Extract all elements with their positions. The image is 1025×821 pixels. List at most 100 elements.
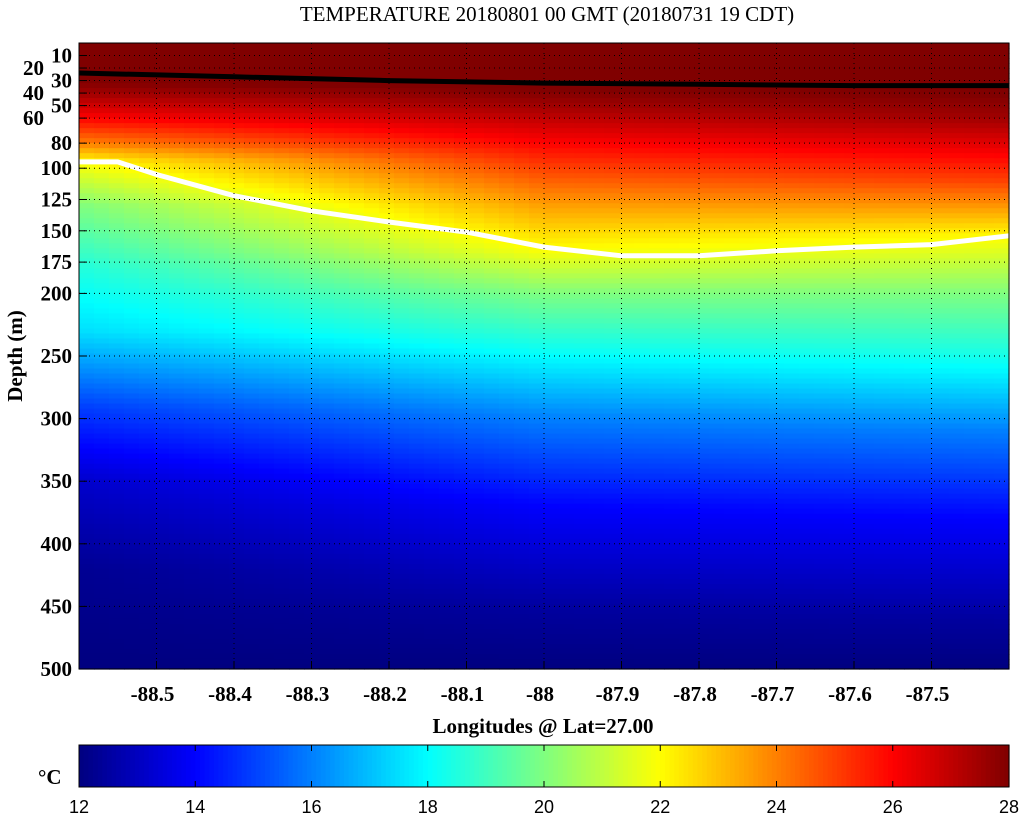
heatmap-cell xyxy=(244,148,260,154)
heatmap-cell xyxy=(244,58,260,64)
heatmap-cell xyxy=(79,308,95,315)
heatmap-cell xyxy=(589,513,605,520)
heatmap-cell xyxy=(79,653,95,660)
heatmap-cell xyxy=(634,273,650,279)
heatmap-cell xyxy=(334,503,350,510)
heatmap-cell xyxy=(379,238,395,244)
heatmap-cell xyxy=(214,123,230,129)
heatmap-cell xyxy=(499,653,515,660)
heatmap-cell xyxy=(619,93,635,99)
heatmap-cell xyxy=(94,278,110,284)
heatmap-cell xyxy=(409,558,425,565)
heatmap-cell xyxy=(409,503,425,510)
heatmap-cell xyxy=(349,583,365,590)
heatmap-cell xyxy=(454,503,470,510)
heatmap-cell xyxy=(664,503,680,510)
heatmap-cell xyxy=(484,263,500,269)
heatmap-cell xyxy=(649,73,665,79)
heatmap-cell xyxy=(79,393,95,400)
heatmap-cell xyxy=(184,438,200,445)
heatmap-cell xyxy=(604,153,620,159)
heatmap-cell xyxy=(139,553,155,560)
heatmap-cell xyxy=(604,458,620,465)
heatmap-cell xyxy=(589,553,605,560)
heatmap-cell xyxy=(559,343,575,350)
heatmap-cell xyxy=(589,653,605,660)
heatmap-cell xyxy=(304,113,320,119)
heatmap-cell xyxy=(79,458,95,465)
heatmap-cell xyxy=(589,148,605,154)
heatmap-cell xyxy=(289,538,305,545)
heatmap-cell xyxy=(349,113,365,119)
heatmap-cell xyxy=(544,173,560,179)
heatmap-cell xyxy=(619,398,635,405)
heatmap-cell xyxy=(244,108,260,114)
heatmap-cell xyxy=(634,233,650,239)
heatmap-cell xyxy=(259,163,275,169)
heatmap-cell xyxy=(409,58,425,64)
heatmap-cell xyxy=(139,408,155,415)
heatmap-cell xyxy=(529,88,545,94)
heatmap-cell xyxy=(439,468,455,475)
heatmap-cell xyxy=(364,88,380,94)
heatmap-cell xyxy=(274,553,290,560)
heatmap-cell xyxy=(664,608,680,615)
heatmap-cell xyxy=(109,213,125,219)
heatmap-cell xyxy=(559,133,575,139)
heatmap-cell xyxy=(304,433,320,440)
heatmap-cell xyxy=(289,578,305,585)
heatmap-cell xyxy=(184,273,200,279)
heatmap-cell xyxy=(169,233,185,239)
heatmap-cell xyxy=(529,223,545,229)
heatmap-cell xyxy=(184,468,200,475)
heatmap-cell xyxy=(424,388,440,395)
heatmap-cell xyxy=(529,438,545,445)
heatmap-cell xyxy=(169,338,185,345)
heatmap-cell xyxy=(124,473,140,480)
heatmap-cell xyxy=(574,168,590,174)
heatmap-cell xyxy=(589,293,605,300)
heatmap-cell xyxy=(379,523,395,530)
heatmap-cell xyxy=(289,333,305,340)
heatmap-cell xyxy=(199,608,215,615)
heatmap-cell xyxy=(154,598,170,605)
heatmap-cell xyxy=(349,453,365,460)
heatmap-cell xyxy=(664,278,680,284)
heatmap-cell xyxy=(394,493,410,500)
heatmap-cell xyxy=(499,633,515,640)
heatmap-cell xyxy=(454,428,470,435)
heatmap-cell xyxy=(199,138,215,144)
heatmap-cell xyxy=(529,183,545,189)
heatmap-cell xyxy=(664,353,680,360)
heatmap-cell xyxy=(289,338,305,345)
heatmap-cell xyxy=(424,483,440,490)
heatmap-cell xyxy=(259,88,275,94)
heatmap-cell xyxy=(589,63,605,69)
heatmap-cell xyxy=(349,333,365,340)
heatmap-cell xyxy=(409,423,425,430)
heatmap-cell xyxy=(424,153,440,159)
heatmap-cell xyxy=(244,378,260,385)
heatmap-cell xyxy=(349,153,365,159)
heatmap-cell xyxy=(364,458,380,465)
heatmap-cell xyxy=(229,418,245,425)
heatmap-cell xyxy=(469,478,485,485)
heatmap-cell xyxy=(439,478,455,485)
heatmap-cell xyxy=(379,163,395,169)
heatmap-cell xyxy=(244,123,260,129)
heatmap-cell xyxy=(319,428,335,435)
heatmap-cell xyxy=(439,423,455,430)
heatmap-cell xyxy=(424,593,440,600)
heatmap-cell xyxy=(379,503,395,510)
heatmap-cell xyxy=(184,643,200,650)
heatmap-cell xyxy=(424,638,440,645)
heatmap-cell xyxy=(424,168,440,174)
heatmap-cell xyxy=(409,43,425,49)
heatmap-cell xyxy=(319,358,335,365)
heatmap-cell xyxy=(424,303,440,310)
heatmap-cell xyxy=(364,288,380,294)
heatmap-cell xyxy=(124,398,140,405)
heatmap-cell xyxy=(154,508,170,515)
heatmap-cell xyxy=(574,458,590,465)
heatmap-cell xyxy=(409,288,425,294)
